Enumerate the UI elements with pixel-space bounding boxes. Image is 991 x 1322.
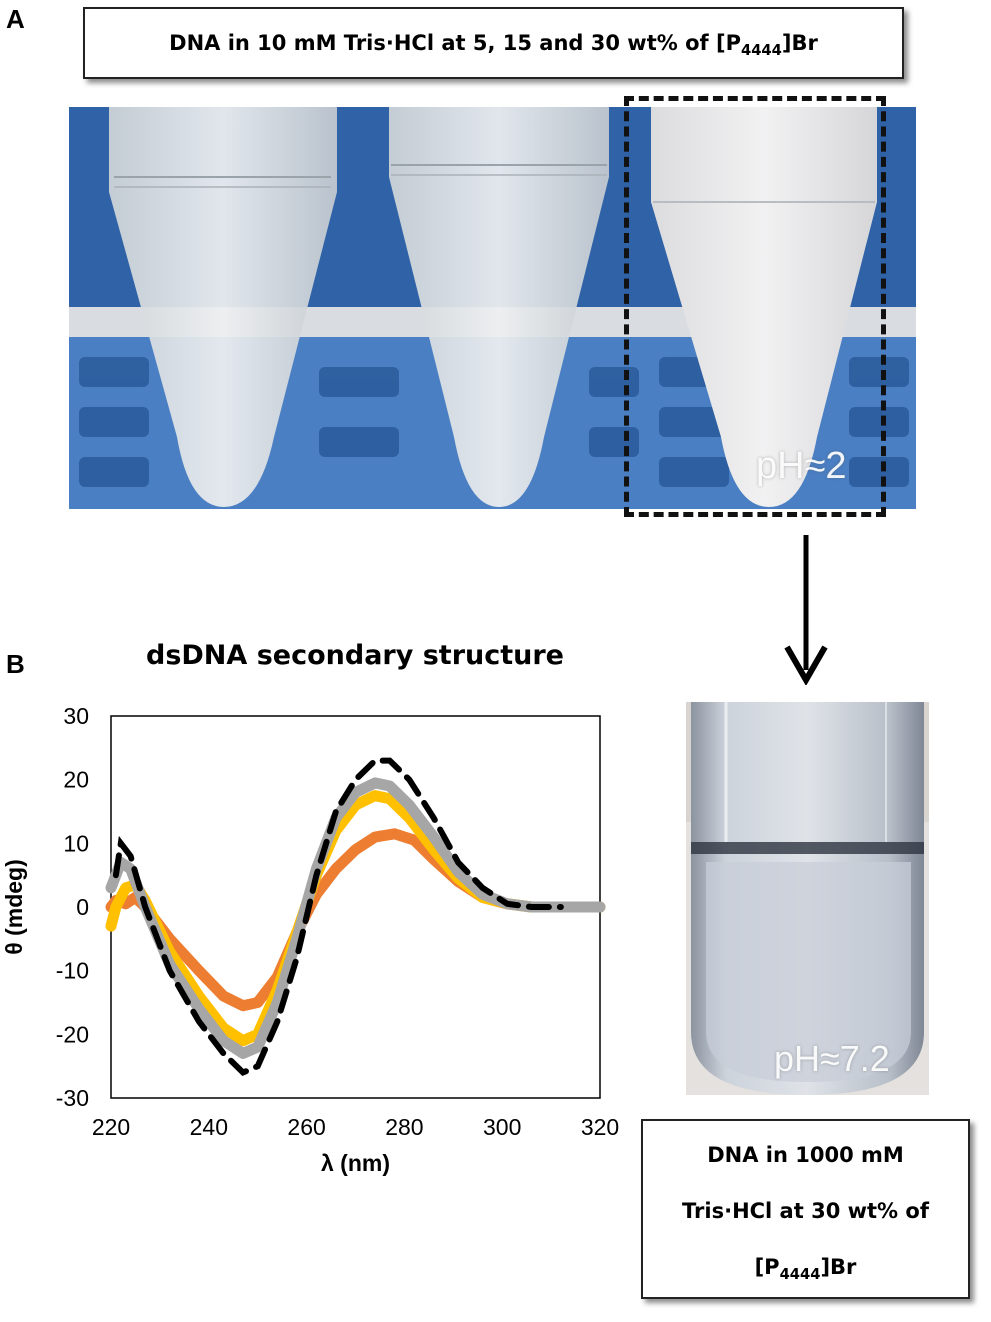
y-tick-label: -30: [56, 1085, 89, 1111]
chart-title: dsDNA secondary structure: [146, 640, 564, 671]
cd-spectrum-chart: -30 -20 -10 0 10 20 30 220 240 260 280 300 320 λ (nm)…: [1, 703, 619, 1176]
neutral-tube-drawing: [686, 702, 929, 1095]
caption-b-line-3-text: [P: [754, 1255, 780, 1279]
x-tick-label: 220: [92, 1114, 130, 1140]
x-tick-label: 320: [581, 1114, 619, 1140]
caption-a-subscript: 4444: [740, 42, 782, 60]
neutral-tube-photo: pH≈7.2: [686, 702, 929, 1095]
caption-b-line-3: [P4444]Br: [643, 1239, 968, 1303]
x-axis-label: λ (nm): [321, 1150, 390, 1176]
x-tick-label: 300: [483, 1114, 521, 1140]
tubes-photo: pH≈2: [69, 107, 916, 509]
x-tick-label: 280: [385, 1114, 423, 1140]
caption-b-line-2: Tris·HCl at 30 wt% of: [682, 1199, 929, 1223]
x-tick-label: 260: [287, 1114, 325, 1140]
y-tick-label: 30: [63, 703, 89, 729]
caption-b-subscript: 4444: [779, 1266, 821, 1284]
caption-a-tail: ]Br: [781, 31, 818, 55]
tube-30wt: [651, 107, 877, 507]
y-axis-label: θ (mdeg): [1, 859, 27, 954]
panel-b-caption: DNA in 1000 mM Tris·HCl at 30 wt% of [P4…: [641, 1119, 970, 1299]
panel-a-caption: DNA in 10 mM Tris·HCl at 5, 15 and 30 wt…: [83, 7, 904, 79]
y-tick-label: 20: [63, 767, 89, 793]
ph-2-label: pH≈2: [756, 445, 847, 487]
series-line-reference: [112, 757, 564, 1077]
x-tick-label: 240: [190, 1114, 228, 1140]
ph-7-2-label: pH≈7.2: [774, 1038, 890, 1079]
y-tick-label: 0: [76, 894, 89, 920]
caption-b-line-3-tail: ]Br: [820, 1255, 857, 1279]
y-tick-label: -20: [56, 1021, 89, 1047]
panel-a-letter: A: [6, 4, 25, 34]
y-tick-label: 10: [63, 830, 89, 856]
tubes-photo-drawing: [69, 107, 916, 509]
panel-b-letter: B: [6, 649, 25, 679]
caption-b-line-1: DNA in 1000 mM: [707, 1143, 904, 1167]
highlight-dashed-box: [624, 96, 886, 517]
tube-15wt: [389, 107, 609, 507]
caption-a-text: DNA in 10 mM Tris·HCl at 5, 15 and 30 wt…: [169, 31, 741, 55]
tube-5wt: [109, 107, 337, 507]
down-arrow-icon: [784, 535, 828, 685]
y-tick-label: -10: [56, 958, 89, 984]
